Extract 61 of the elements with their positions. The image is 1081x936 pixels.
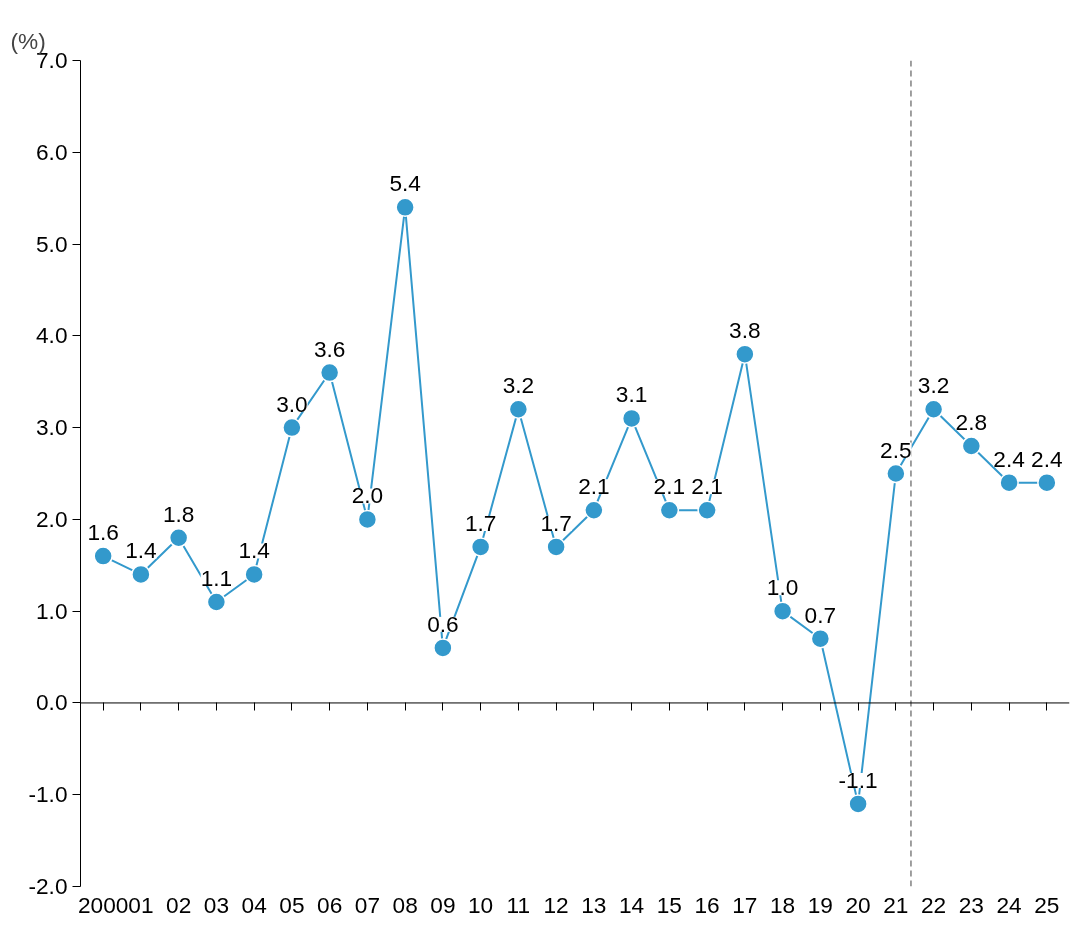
x-tick-label: 2000 bbox=[77, 891, 129, 918]
data-label: 3.2 bbox=[917, 372, 950, 399]
y-tick-label: -2.0 bbox=[28, 873, 68, 899]
x-tick-label: 07 bbox=[354, 891, 380, 918]
x-tick-label: 20 bbox=[845, 891, 871, 918]
data-label: 0.6 bbox=[427, 610, 459, 637]
x-tick-label: 08 bbox=[392, 891, 418, 918]
x-tick-label: 19 bbox=[807, 891, 833, 918]
y-tick-label: -1.0 bbox=[28, 781, 68, 808]
data-label: 3.2 bbox=[502, 372, 535, 399]
data-label: 2.4 bbox=[993, 445, 1025, 472]
x-tick-label: 24 bbox=[996, 891, 1022, 918]
data-label: 2.0 bbox=[351, 482, 384, 509]
x-tick-label: 06 bbox=[317, 891, 343, 918]
data-label: 2.4 bbox=[1031, 445, 1063, 472]
data-label: 2.5 bbox=[880, 436, 912, 463]
x-tick-label: 05 bbox=[279, 891, 305, 918]
x-tick-label: 22 bbox=[921, 891, 947, 918]
data-label: 5.4 bbox=[389, 170, 421, 197]
x-tick-label: 13 bbox=[581, 891, 607, 918]
data-label: 1.7 bbox=[464, 509, 497, 536]
data-label: 1.1 bbox=[200, 564, 233, 591]
y-tick-label: 5.0 bbox=[36, 230, 68, 257]
x-tick-label: 12 bbox=[543, 891, 569, 918]
data-label: 2.8 bbox=[955, 408, 988, 435]
x-tick-label: 10 bbox=[468, 891, 494, 918]
x-tick-label: 23 bbox=[958, 891, 984, 918]
x-tick-label: 03 bbox=[203, 891, 229, 918]
data-label: 2.1 bbox=[691, 473, 723, 500]
data-label: 1.7 bbox=[540, 509, 572, 536]
data-label: 3.8 bbox=[729, 317, 761, 344]
x-tick-label: 04 bbox=[241, 891, 267, 918]
x-tick-label: 25 bbox=[1034, 891, 1060, 918]
data-label: 3.6 bbox=[313, 335, 346, 362]
y-tick-label: 0.0 bbox=[36, 689, 68, 716]
y-tick-label: 3.0 bbox=[36, 414, 68, 441]
data-label: 1.4 bbox=[238, 537, 270, 564]
x-tick-label: 14 bbox=[619, 891, 645, 918]
x-tick-label: 11 bbox=[506, 891, 531, 918]
y-tick-label: 1.0 bbox=[36, 597, 68, 624]
x-tick-label: 21 bbox=[883, 891, 909, 918]
data-label: 3.1 bbox=[615, 381, 648, 408]
data-label: 1.6 bbox=[87, 519, 119, 546]
data-label: 0.7 bbox=[804, 601, 837, 628]
x-tick-label: 02 bbox=[166, 891, 192, 918]
y-tick-label: 4.0 bbox=[36, 322, 68, 349]
y-tick-label: 2.0 bbox=[36, 505, 68, 532]
data-label: 2.1 bbox=[578, 473, 610, 500]
data-label: -1.1 bbox=[838, 766, 878, 793]
x-tick-label: 15 bbox=[656, 891, 682, 918]
x-tick-label: 16 bbox=[694, 891, 720, 918]
y-tick-label: 6.0 bbox=[36, 138, 68, 165]
data-label: 2.1 bbox=[653, 473, 686, 500]
x-tick-label: 17 bbox=[732, 891, 758, 918]
data-label: 1.4 bbox=[125, 537, 157, 564]
x-tick-label: 01 bbox=[128, 891, 154, 918]
x-tick-label: 18 bbox=[770, 891, 796, 918]
x-tick-label: 09 bbox=[430, 891, 456, 918]
data-label: 1.0 bbox=[766, 574, 799, 601]
data-label: 3.0 bbox=[276, 390, 308, 417]
data-label: 1.8 bbox=[162, 500, 195, 527]
